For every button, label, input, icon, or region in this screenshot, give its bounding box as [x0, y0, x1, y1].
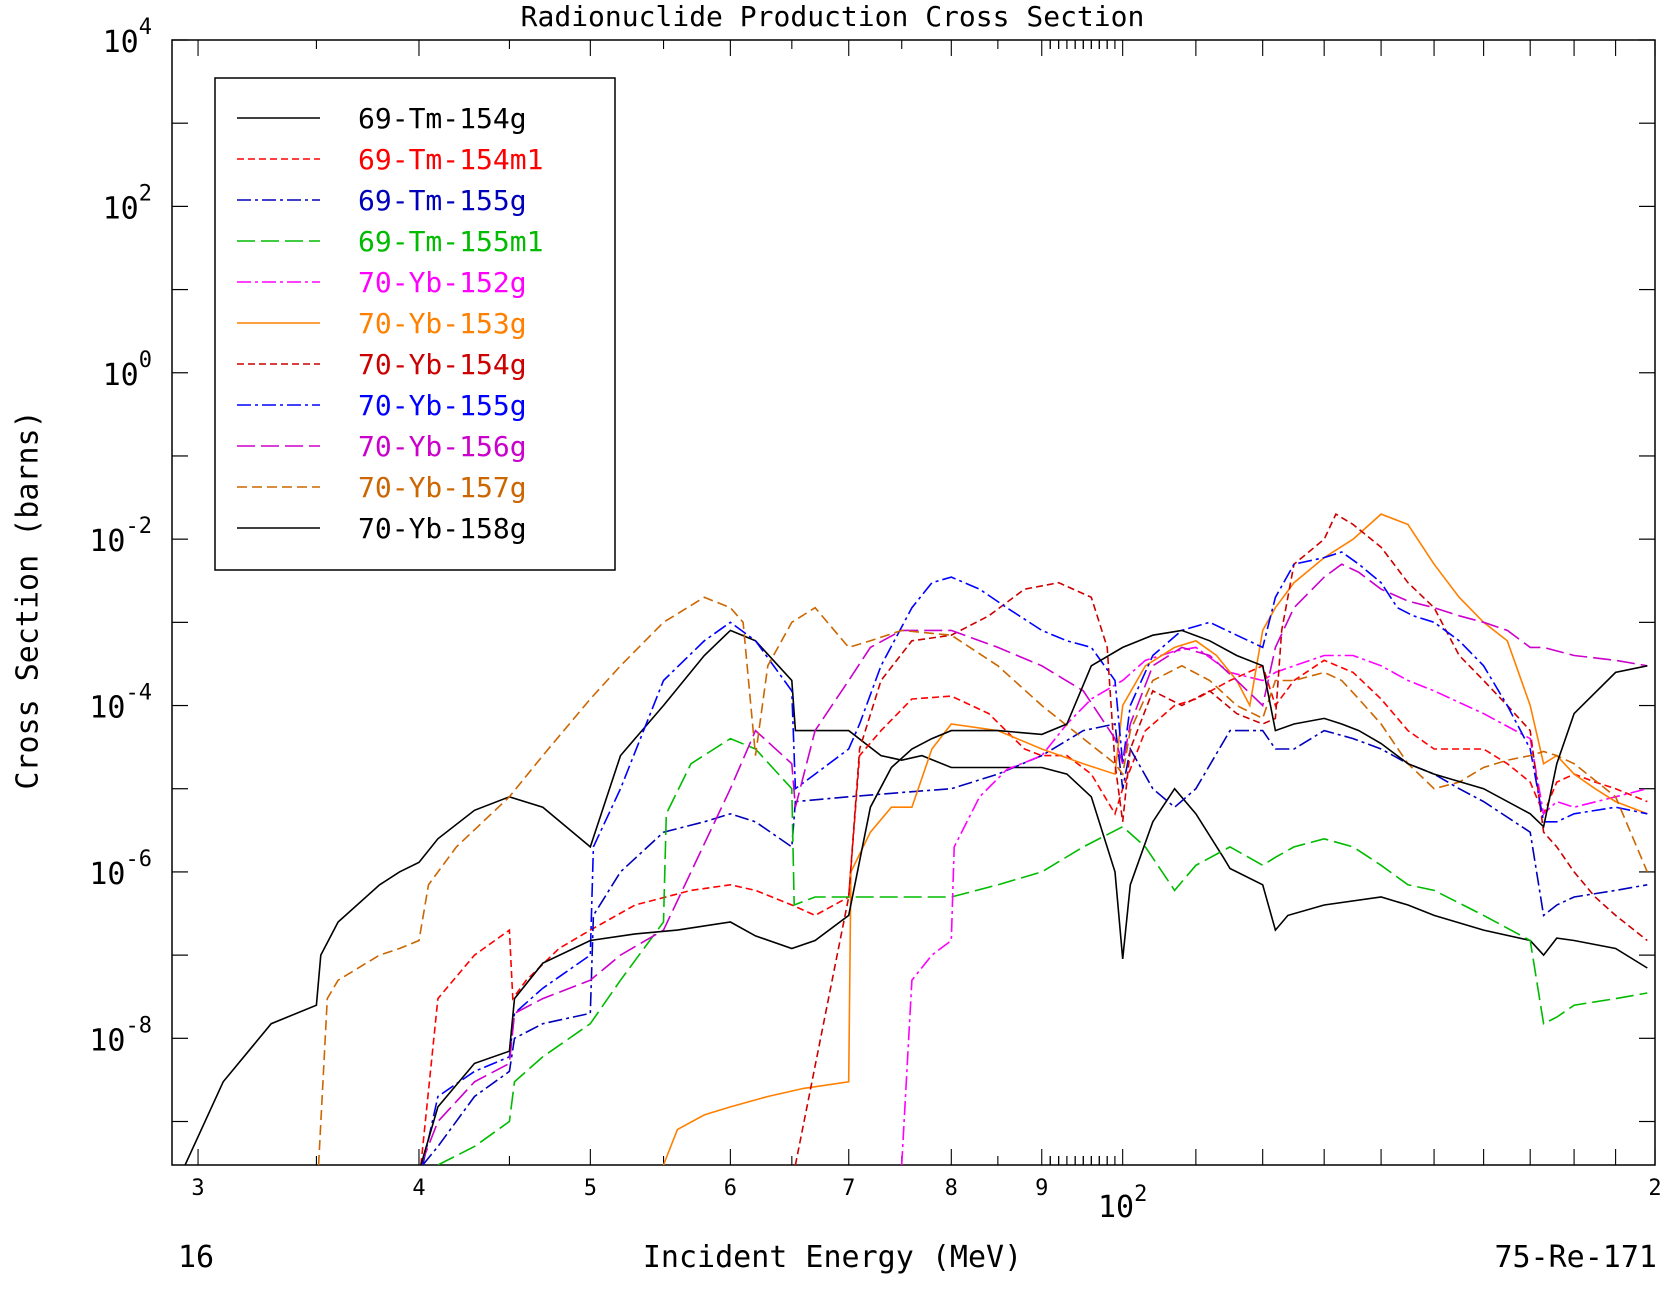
legend-label: 70-Yb-157g: [358, 471, 527, 504]
legend-label: 69-Tm-154g: [358, 102, 527, 135]
x-decade-label: 102: [1098, 1182, 1147, 1225]
corner-left-label: 16: [178, 1240, 215, 1275]
series-line-69-tm-155m1: [437, 737, 1648, 1165]
x-tick-label: 6: [724, 1176, 737, 1201]
legend-box: [214, 77, 616, 571]
series-line-70-yb-154g: [794, 512, 1648, 1165]
series-line-70-yb-156g: [420, 563, 1648, 1165]
x-tick-label: 3: [191, 1176, 204, 1201]
series-line-70-yb-155g: [422, 551, 1648, 1165]
y-axis-label: Cross Section (barns): [10, 410, 46, 790]
x-tick-label: 2: [1648, 1176, 1661, 1201]
legend-label: 69-Tm-155g: [358, 184, 527, 217]
legend-label: 69-Tm-154m1: [358, 143, 543, 176]
plot-frame: [171, 39, 1656, 1166]
y-tick-label: 10-6: [89, 847, 152, 892]
legend-label: 69-Tm-155m1: [358, 225, 543, 258]
corner-right-label: 75-Re-171: [1494, 1240, 1657, 1275]
series-line-70-yb-157g: [317, 596, 1649, 1165]
series-line-69-tm-155g: [422, 723, 1648, 1165]
series-line-70-yb-152g: [900, 646, 1648, 1165]
y-tick-label: 100: [103, 348, 152, 393]
legend-label: 70-Yb-154g: [358, 348, 527, 381]
x-tick-label: 9: [1035, 1176, 1048, 1201]
x-axis-label: Incident Energy (MeV): [642, 1240, 1023, 1275]
y-tick-label: 104: [103, 15, 152, 60]
y-tick-label: 102: [103, 181, 152, 226]
series-line-69-tm-154g: [184, 629, 1648, 1165]
x-tick-label: 5: [584, 1176, 597, 1201]
x-tick-label: 7: [842, 1176, 855, 1201]
legend-label: 70-Yb-152g: [358, 266, 527, 299]
legend-label: 70-Yb-155g: [358, 389, 527, 422]
x-tick-label: 8: [945, 1176, 958, 1201]
legend-label: 70-Yb-153g: [358, 307, 527, 340]
y-tick-label: 10-4: [89, 681, 152, 726]
y-tick-label: 10-2: [89, 514, 152, 559]
chart-title: Radionuclide Production Cross Section: [520, 0, 1145, 33]
series-line-70-yb-158g: [420, 629, 1648, 1165]
legend-label: 70-Yb-156g: [358, 430, 527, 463]
series-line-70-yb-153g: [662, 513, 1648, 1165]
y-tick-label: 10-8: [89, 1013, 152, 1058]
series-line-69-tm-154m1: [420, 659, 1648, 1165]
series-group: [184, 512, 1649, 1165]
legend-label: 70-Yb-158g: [358, 512, 527, 545]
x-tick-label: 4: [412, 1176, 425, 1201]
